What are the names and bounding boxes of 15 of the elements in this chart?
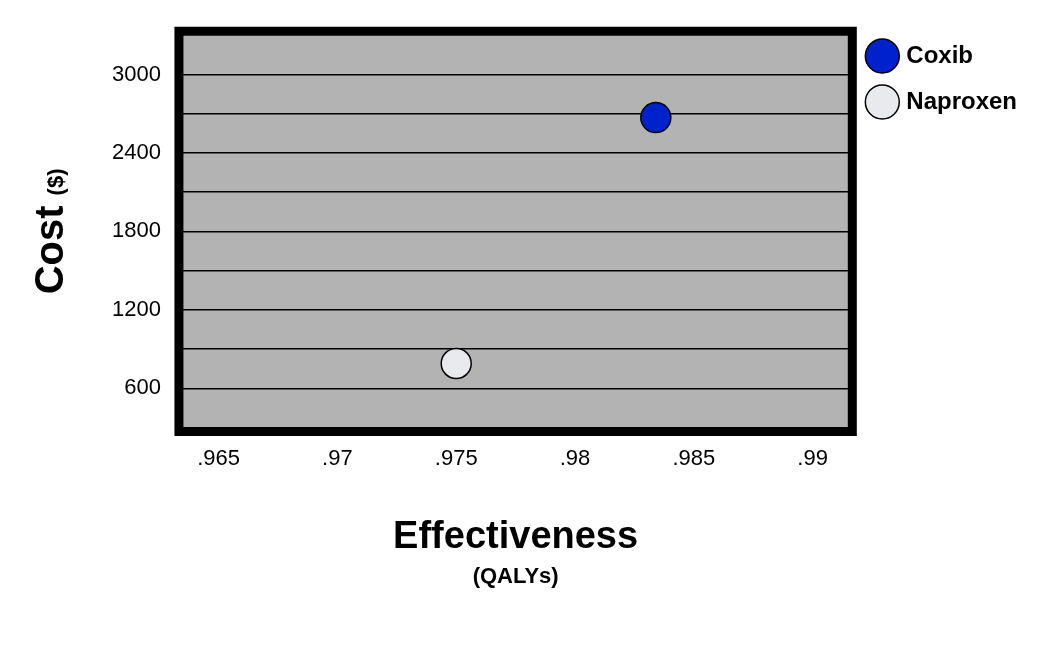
y-axis-title: Cost ($) [27, 168, 71, 295]
y-tick-label: 1200 [111, 295, 161, 321]
legend-label: Coxib [906, 40, 973, 68]
x-axis-title: Effectiveness (QALYs) [393, 513, 639, 588]
x-tick-label: .965 [197, 444, 240, 470]
x-tick-label: .97 [322, 444, 353, 470]
x-tick-label: .98 [559, 444, 591, 470]
legend-label: Naproxen [906, 86, 1018, 114]
y-tick-label: 1800 [111, 217, 161, 243]
x-tick-label: .99 [797, 444, 828, 470]
y-tick-label: 3000 [111, 60, 161, 86]
y-tick-label: 2400 [111, 138, 161, 164]
x-tick-label: .985 [672, 444, 716, 470]
y-tick-label: 600 [124, 374, 161, 400]
x-tick-label: .975 [434, 444, 478, 470]
